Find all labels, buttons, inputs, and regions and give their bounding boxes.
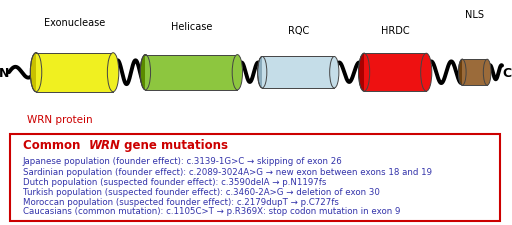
Text: gene mutations: gene mutations: [120, 139, 228, 152]
FancyBboxPatch shape: [10, 135, 500, 221]
Ellipse shape: [421, 54, 432, 92]
Ellipse shape: [458, 60, 466, 86]
Text: NLS: NLS: [465, 10, 484, 20]
Text: Caucasians (common mutation): c.1105C>T → p.R369X: stop codon mutation in exon 9: Caucasians (common mutation): c.1105C>T …: [23, 207, 400, 216]
Text: Turkish population (suspected founder effect): c.3460-2A>G → deletion of exon 30: Turkish population (suspected founder ef…: [23, 187, 379, 196]
Ellipse shape: [330, 57, 339, 89]
Text: Japanese population (founder effect): c.3139-1G>C → skipping of exon 26: Japanese population (founder effect): c.…: [23, 156, 343, 165]
Bar: [462, 60, 487, 86]
Text: N: N: [0, 66, 9, 79]
Text: HRDC: HRDC: [381, 26, 410, 36]
Text: Sardinian population (founder effect): c.2089-3024A>G → new exon between exons 1: Sardinian population (founder effect): c…: [23, 167, 432, 176]
Text: WRN protein: WRN protein: [27, 115, 93, 125]
Ellipse shape: [108, 54, 119, 92]
Bar: [36, 54, 113, 92]
Text: Helicase: Helicase: [170, 22, 212, 32]
Ellipse shape: [232, 55, 243, 90]
Bar: [262, 57, 334, 89]
Ellipse shape: [358, 54, 370, 92]
Ellipse shape: [140, 55, 151, 90]
Ellipse shape: [258, 57, 267, 89]
Text: RQC: RQC: [288, 26, 309, 36]
Bar: [145, 55, 238, 90]
Ellipse shape: [483, 60, 491, 86]
Text: Exonuclease: Exonuclease: [44, 18, 105, 28]
Ellipse shape: [30, 54, 42, 92]
Text: Moroccan population (suspected founder effect): c.2179dupT → p.C727fs: Moroccan population (suspected founder e…: [23, 197, 338, 206]
Text: WRN: WRN: [89, 139, 120, 152]
Text: C: C: [502, 66, 511, 79]
Text: Dutch population (suspected founder effect): c.3590delA → p.N1197fs: Dutch population (suspected founder effe…: [23, 177, 326, 186]
Bar: [364, 54, 426, 92]
Text: Common: Common: [23, 139, 84, 152]
